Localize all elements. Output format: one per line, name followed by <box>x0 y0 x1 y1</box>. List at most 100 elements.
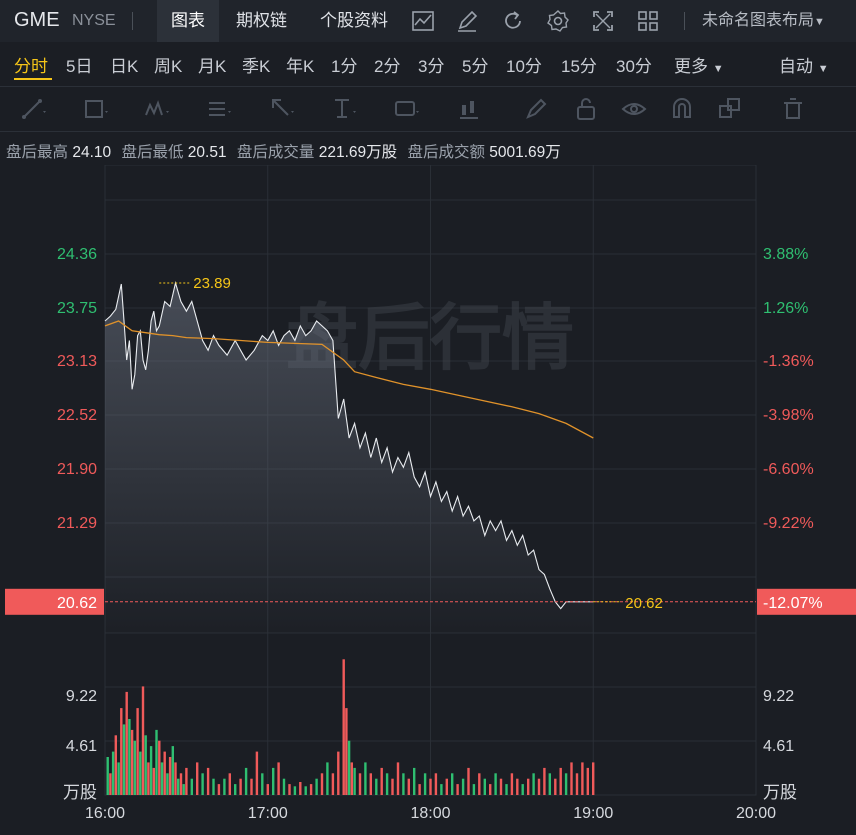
after-hours-summary: 盘后最高 24.10 盘后最低 20.51 盘后成交量 221.69万股 盘后成… <box>6 140 567 162</box>
volume-bar <box>331 773 335 795</box>
volume-bar <box>461 778 465 795</box>
after-hours-amount-label: 盘后成交额 <box>407 144 485 161</box>
period-weekly[interactable]: 周K <box>154 57 183 76</box>
volume-bar <box>478 773 481 795</box>
volume-bar <box>505 784 508 795</box>
volume-bar <box>255 751 259 795</box>
volume-bar <box>228 773 231 795</box>
trendline-tool-icon[interactable] <box>20 95 48 123</box>
volume-bar <box>380 767 383 795</box>
volume-bar <box>532 773 535 795</box>
volume-bar <box>139 751 142 795</box>
price-line-path <box>104 280 594 610</box>
period-3min[interactable]: 3分 <box>418 57 445 76</box>
volume-bar <box>369 773 372 795</box>
grid-layout-icon[interactable] <box>635 8 661 34</box>
tab-chart[interactable]: 图表 <box>157 0 219 42</box>
volume-bar <box>451 773 454 795</box>
label-tool-icon[interactable] <box>393 95 421 123</box>
layers-icon[interactable] <box>716 95 744 123</box>
ticker-symbol[interactable]: GME <box>14 9 60 31</box>
text-list-tool-icon[interactable] <box>205 95 233 123</box>
candle-tool-icon[interactable] <box>456 95 484 123</box>
price-tick-label: 24.36 <box>57 246 97 263</box>
refresh-icon[interactable] <box>500 8 526 34</box>
after-hours-low-label: 盘后最低 <box>121 144 184 161</box>
volume-bar <box>120 708 123 795</box>
price-area <box>105 283 594 633</box>
period-1min[interactable]: 1分 <box>331 57 358 76</box>
time-tick-label: 20:00 <box>736 805 776 822</box>
volume-bar <box>250 778 253 795</box>
percent-tick-label: -1.36% <box>763 353 814 370</box>
edit-icon[interactable] <box>454 8 480 34</box>
header-divider <box>132 12 133 30</box>
period-2min[interactable]: 2分 <box>374 57 401 76</box>
volume-bar <box>429 778 432 795</box>
volume-bar <box>570 762 573 795</box>
period-intraday[interactable]: 分时 <box>14 57 48 76</box>
volume-bar <box>272 767 275 795</box>
drawing-toolbar <box>0 87 856 132</box>
volume-bar <box>277 762 280 795</box>
fullscreen-icon[interactable] <box>590 8 616 34</box>
period-monthly[interactable]: 月K <box>198 57 227 76</box>
volume-bar <box>350 762 353 795</box>
volume-bar <box>564 773 568 795</box>
volume-bar <box>402 773 405 795</box>
volume-bar <box>149 746 153 795</box>
average-line-path <box>104 320 594 439</box>
arrow-tool-icon[interactable] <box>268 95 296 123</box>
scale-mode-select[interactable]: 自动 ▼ <box>779 52 829 77</box>
caret-down-icon: ▼ <box>712 63 724 75</box>
volume-bar <box>575 773 579 795</box>
volume-bar <box>543 767 546 795</box>
period-10min[interactable]: 10分 <box>506 57 542 76</box>
line-chart-icon[interactable] <box>410 8 436 34</box>
after-hours-amount-value: 5001.69万 <box>489 144 561 161</box>
settings-icon[interactable] <box>545 8 571 34</box>
rectangle-tool-icon[interactable] <box>82 95 110 123</box>
exchange-label: NYSE <box>72 12 116 29</box>
brush-icon[interactable] <box>522 95 550 123</box>
volume-tick-label: 4.61 <box>66 738 97 755</box>
layout-selector[interactable]: 未命名图表布局▼ <box>702 0 825 42</box>
volume-bar <box>342 659 345 795</box>
volume-bar <box>581 762 584 795</box>
tab-stock-profile[interactable]: 个股资料 <box>320 11 388 30</box>
trash-icon[interactable] <box>779 95 807 123</box>
period-5day[interactable]: 5日 <box>66 57 93 76</box>
price-area-fill <box>105 283 594 633</box>
percent-tick-label: -6.60% <box>763 461 814 478</box>
volume-bar <box>144 735 147 795</box>
period-15min[interactable]: 15分 <box>561 57 597 76</box>
volume-bar <box>234 784 237 795</box>
volume-bar <box>391 778 394 795</box>
volume-bar <box>559 767 562 795</box>
tab-options-chain[interactable]: 期权链 <box>236 11 287 30</box>
volume-bar <box>521 784 524 795</box>
eye-icon[interactable] <box>620 95 648 123</box>
layout-name: 未命名图表布局 <box>702 12 815 29</box>
volume-bar <box>125 691 128 795</box>
period-30min[interactable]: 30分 <box>616 57 652 76</box>
lock-icon[interactable] <box>572 95 600 123</box>
vertical-measure-icon[interactable] <box>330 95 358 123</box>
period-more[interactable]: 更多 ▼ <box>674 52 724 77</box>
period-yearly[interactable]: 年K <box>286 57 315 76</box>
volume-bar <box>217 784 221 795</box>
period-daily[interactable]: 日K <box>110 57 139 76</box>
volume-bar <box>418 784 421 795</box>
volume-bar <box>347 740 351 795</box>
volume-bar <box>445 778 448 795</box>
period-quarterly[interactable]: 季K <box>242 57 271 76</box>
volume-bar <box>206 767 210 795</box>
volume-bar <box>130 729 134 795</box>
magnet-icon[interactable] <box>668 95 696 123</box>
volume-bar <box>304 786 307 795</box>
period-5min[interactable]: 5分 <box>462 57 489 76</box>
current-price-badge-text: 20.62 <box>57 595 97 612</box>
pattern-tool-icon[interactable] <box>143 95 171 123</box>
volume-bar <box>128 719 131 795</box>
